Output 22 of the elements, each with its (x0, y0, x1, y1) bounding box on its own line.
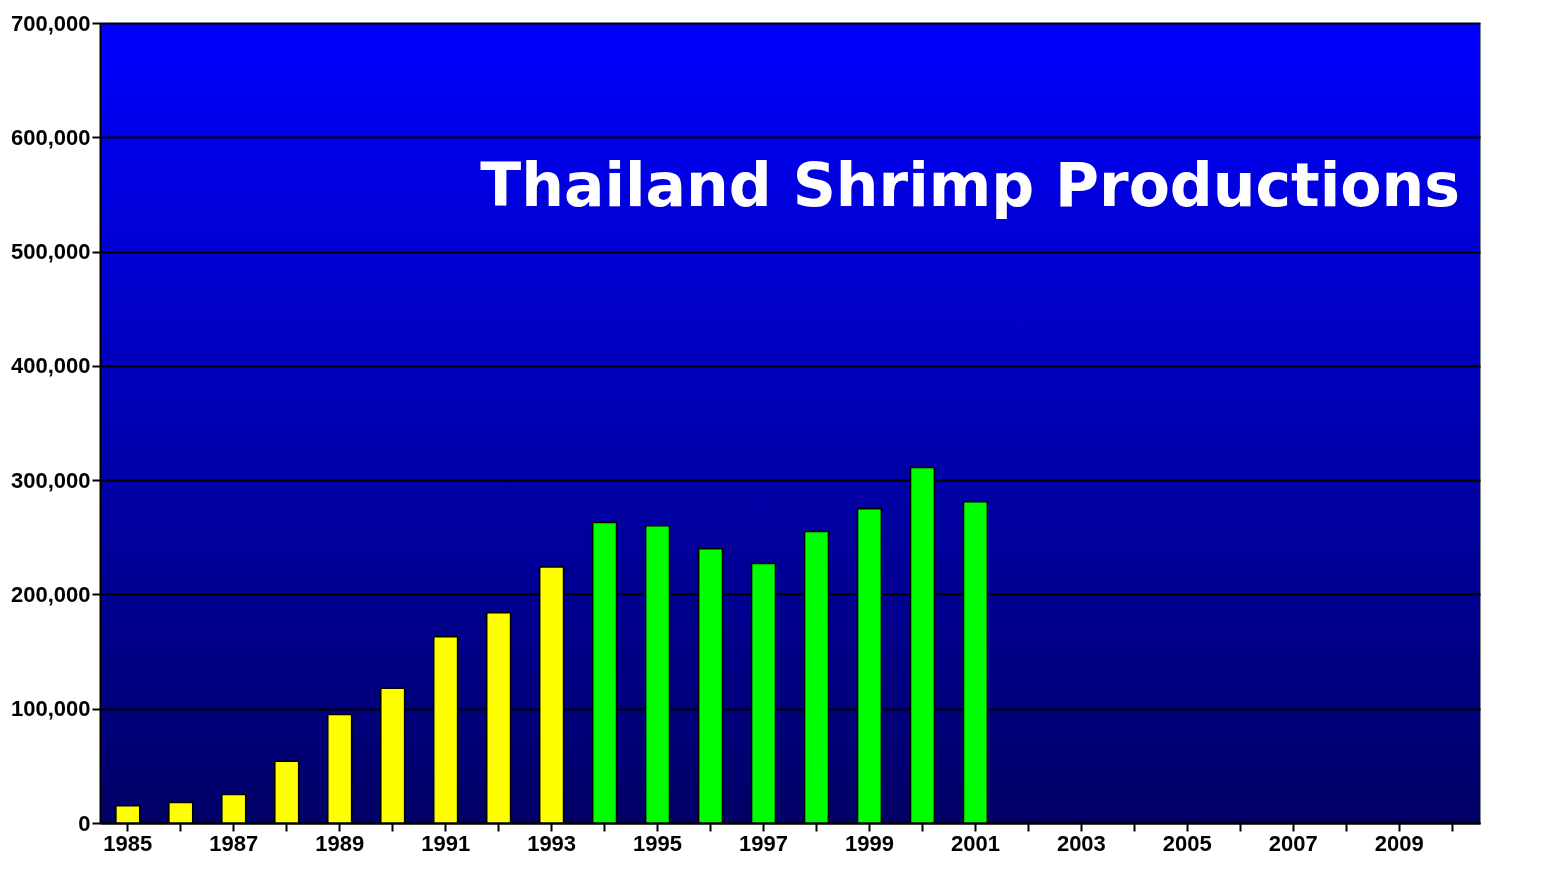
y-tick-label: 400,000 (10, 353, 91, 379)
y-tick-label: 200,000 (10, 581, 91, 607)
x-tick-label: 1989 (315, 830, 365, 856)
x-tick-label: 2005 (1162, 830, 1212, 856)
x-tick-label: 1993 (527, 830, 577, 856)
y-tick-label: 300,000 (10, 467, 91, 493)
x-tick-label: 2007 (1268, 830, 1318, 856)
x-tick-label: 1999 (844, 830, 894, 856)
y-tick-label: 500,000 (10, 239, 91, 265)
x-tick-label: 1991 (421, 830, 471, 856)
x-tick-label: 1985 (103, 830, 153, 856)
x-tick-label: 1987 (209, 830, 259, 856)
y-tick-label: 100,000 (10, 696, 91, 722)
y-tick-label: 600,000 (10, 124, 91, 150)
x-tick-label: 2001 (950, 830, 1000, 856)
text: Thailand Shrimp Productions (480, 150, 1460, 220)
x-tick-label: 1995 (633, 830, 683, 856)
x-tick-label: 2009 (1374, 830, 1424, 856)
y-tick-label: 0 (78, 810, 91, 836)
x-tick-label: 2003 (1056, 830, 1106, 856)
y-tick-label: 700,000 (10, 10, 91, 36)
x-tick-label: 1997 (739, 830, 788, 856)
